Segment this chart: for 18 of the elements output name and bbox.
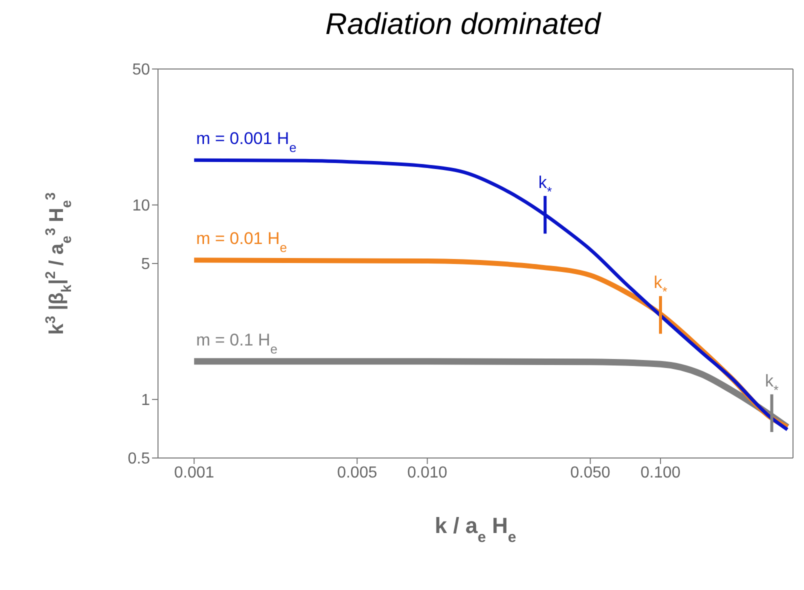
chart-title: Radiation dominated xyxy=(324,8,602,43)
y-tick-label: 10 xyxy=(132,198,150,215)
y-tick-label: 0.5 xyxy=(128,450,150,468)
x-tick-label: 0.100 xyxy=(640,464,681,482)
x-tick-label: 0.005 xyxy=(337,464,378,482)
x-axis-title: k / a$_{e}$ H$_{e}$ xyxy=(434,513,516,546)
x-tick-label: 0.010 xyxy=(407,464,448,482)
series-label: m = 0.001 H$_{e}$ xyxy=(196,129,296,155)
annotation: k$_{*}$ xyxy=(538,172,552,198)
y-tick-label: 1 xyxy=(141,392,150,410)
series-label: m = 0.01 H$_{e}$ xyxy=(196,229,287,255)
y-tick-label: 50 xyxy=(132,62,150,79)
y-tick-label: 5 xyxy=(141,256,150,274)
annotation: k$_{*}$ xyxy=(764,371,779,397)
x-tick-label: 0.001 xyxy=(174,464,214,482)
annotation: k$_{*}$ xyxy=(654,273,668,299)
series-label: m = 0.1 H$_{e}$ xyxy=(196,330,278,356)
x-tick-label: 0.050 xyxy=(570,464,610,482)
